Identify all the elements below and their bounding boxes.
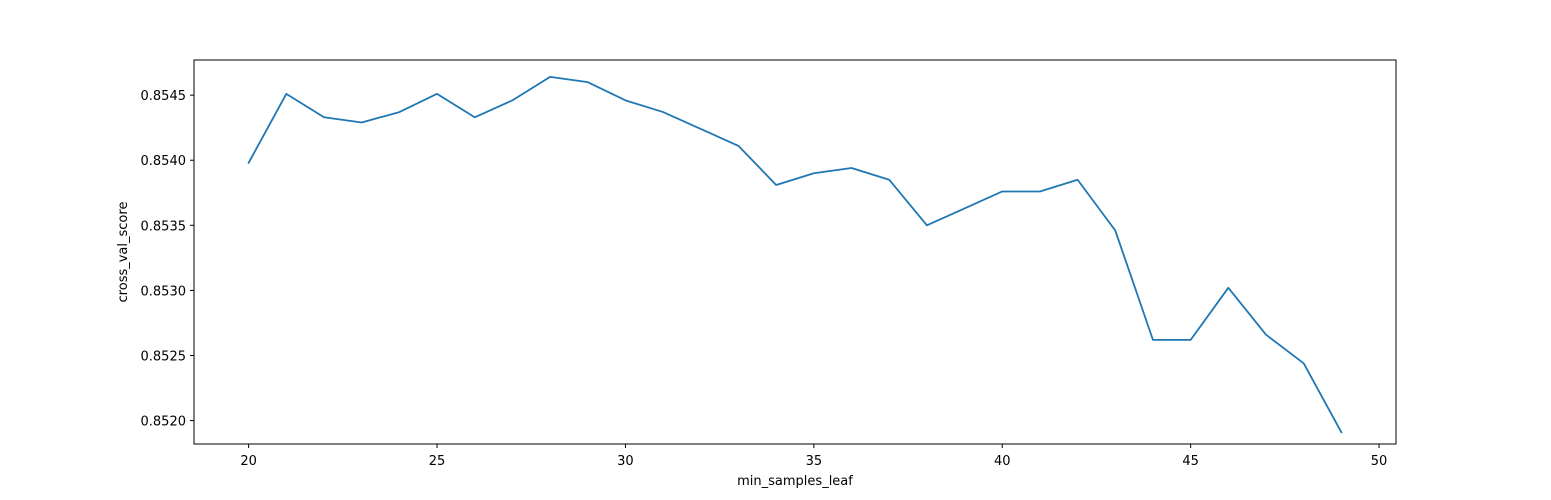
y-tick-label: 0.8535 xyxy=(141,219,187,234)
x-tick-label: 45 xyxy=(1182,454,1199,469)
x-axis-title: min_samples_leaf xyxy=(737,474,853,489)
y-axis: 0.8520 0.8525 0.8530 0.8535 0.8540 0.8545 xyxy=(141,89,194,430)
x-tick-label: 50 xyxy=(1371,454,1388,469)
x-tick-label: 30 xyxy=(617,454,634,469)
y-tick-label: 0.8540 xyxy=(141,154,187,169)
y-tick-label: 0.8530 xyxy=(141,284,187,299)
x-tick-label: 35 xyxy=(806,454,823,469)
series-line-0 xyxy=(247,76,1343,434)
x-tick-label: 25 xyxy=(429,454,446,469)
series-layer xyxy=(247,76,1343,434)
y-axis-title: cross_val_score xyxy=(116,202,131,303)
x-tick-label: 40 xyxy=(994,454,1011,469)
x-axis: 20 25 30 35 40 45 50 xyxy=(240,444,1387,469)
x-tick-label: 20 xyxy=(240,454,257,469)
y-tick-label: 0.8525 xyxy=(141,349,187,364)
y-tick-label: 0.8520 xyxy=(141,415,187,430)
plot-frame xyxy=(193,59,1397,445)
y-tick-label: 0.8545 xyxy=(141,89,187,104)
